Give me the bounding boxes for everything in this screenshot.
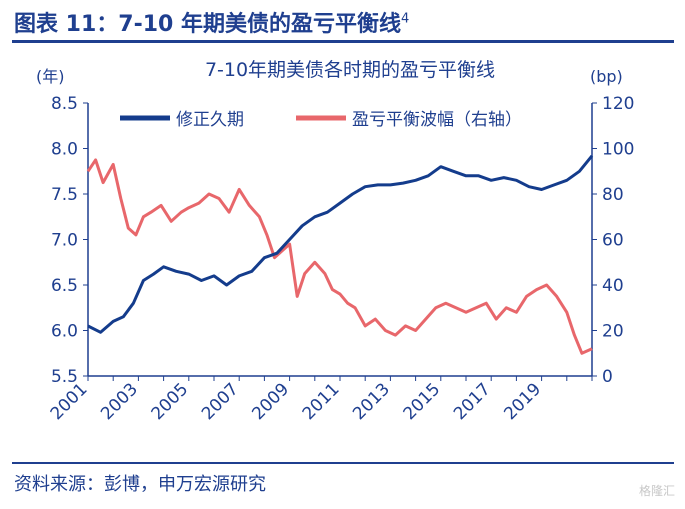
breakeven-chart: 7-10年期美债各时期的盈亏平衡线 (年) (bp) 修正久期 盈亏平衡波幅（右… xyxy=(36,59,635,424)
y-right-tick-label: 60 xyxy=(602,231,624,251)
legend-label-breakeven: 盈亏平衡波幅（右轴） xyxy=(352,110,522,130)
y-right-tick-label: 120 xyxy=(602,94,634,114)
x-tick-label: 2005 xyxy=(148,379,193,424)
x-tick-label: 2003 xyxy=(97,379,142,424)
y-right-tick-label: 20 xyxy=(602,322,624,342)
header-divider xyxy=(12,40,674,43)
y-left-tick-label: 8.5 xyxy=(51,94,78,114)
x-tick-label: 2007 xyxy=(198,379,243,424)
y-right-unit: (bp) xyxy=(590,67,623,86)
legend: 修正久期 盈亏平衡波幅（右轴） xyxy=(120,110,522,130)
y-left-unit: (年) xyxy=(36,67,65,86)
legend-label-duration: 修正久期 xyxy=(176,110,244,130)
y-left-tick-label: 7.0 xyxy=(51,231,78,251)
y-left-tick-label: 5.5 xyxy=(51,367,78,387)
series-line-breakeven xyxy=(86,158,593,355)
x-tick-label: 2011 xyxy=(299,379,344,424)
x-tick-label: 2015 xyxy=(400,379,445,424)
watermark: 格隆汇 xyxy=(638,484,675,498)
y-right-tick-label: 0 xyxy=(602,367,613,387)
y-left-tick-label: 8.0 xyxy=(51,140,78,160)
header-title-text: 图表 11：7-10 年期美债的盈亏平衡线 xyxy=(14,12,401,37)
x-tick-label: 2017 xyxy=(450,379,495,424)
x-tick-label: 2013 xyxy=(349,379,394,424)
y-left-tick-label: 7.5 xyxy=(51,185,78,205)
series-line-duration xyxy=(87,154,594,334)
y-right-tick-label: 40 xyxy=(602,276,624,296)
y-right-tick-label: 80 xyxy=(602,185,624,205)
y-right-tick-label: 100 xyxy=(602,140,634,160)
y-left-tick-label: 6.5 xyxy=(51,276,78,296)
x-tick-label: 2019 xyxy=(500,379,545,424)
header-title: 图表 11：7-10 年期美债的盈亏平衡线4 xyxy=(14,6,409,38)
source-note: 资料来源：彭博，申万宏源研究 xyxy=(14,474,266,495)
plot-area: 5.56.06.57.07.58.08.50204060801001202001… xyxy=(47,94,635,424)
chart-title: 7-10年期美债各时期的盈亏平衡线 xyxy=(205,59,495,81)
footnote-marker: 4 xyxy=(401,11,410,27)
y-left-tick-label: 6.0 xyxy=(51,322,78,342)
x-tick-label: 2009 xyxy=(248,379,293,424)
footer-divider xyxy=(12,462,674,464)
